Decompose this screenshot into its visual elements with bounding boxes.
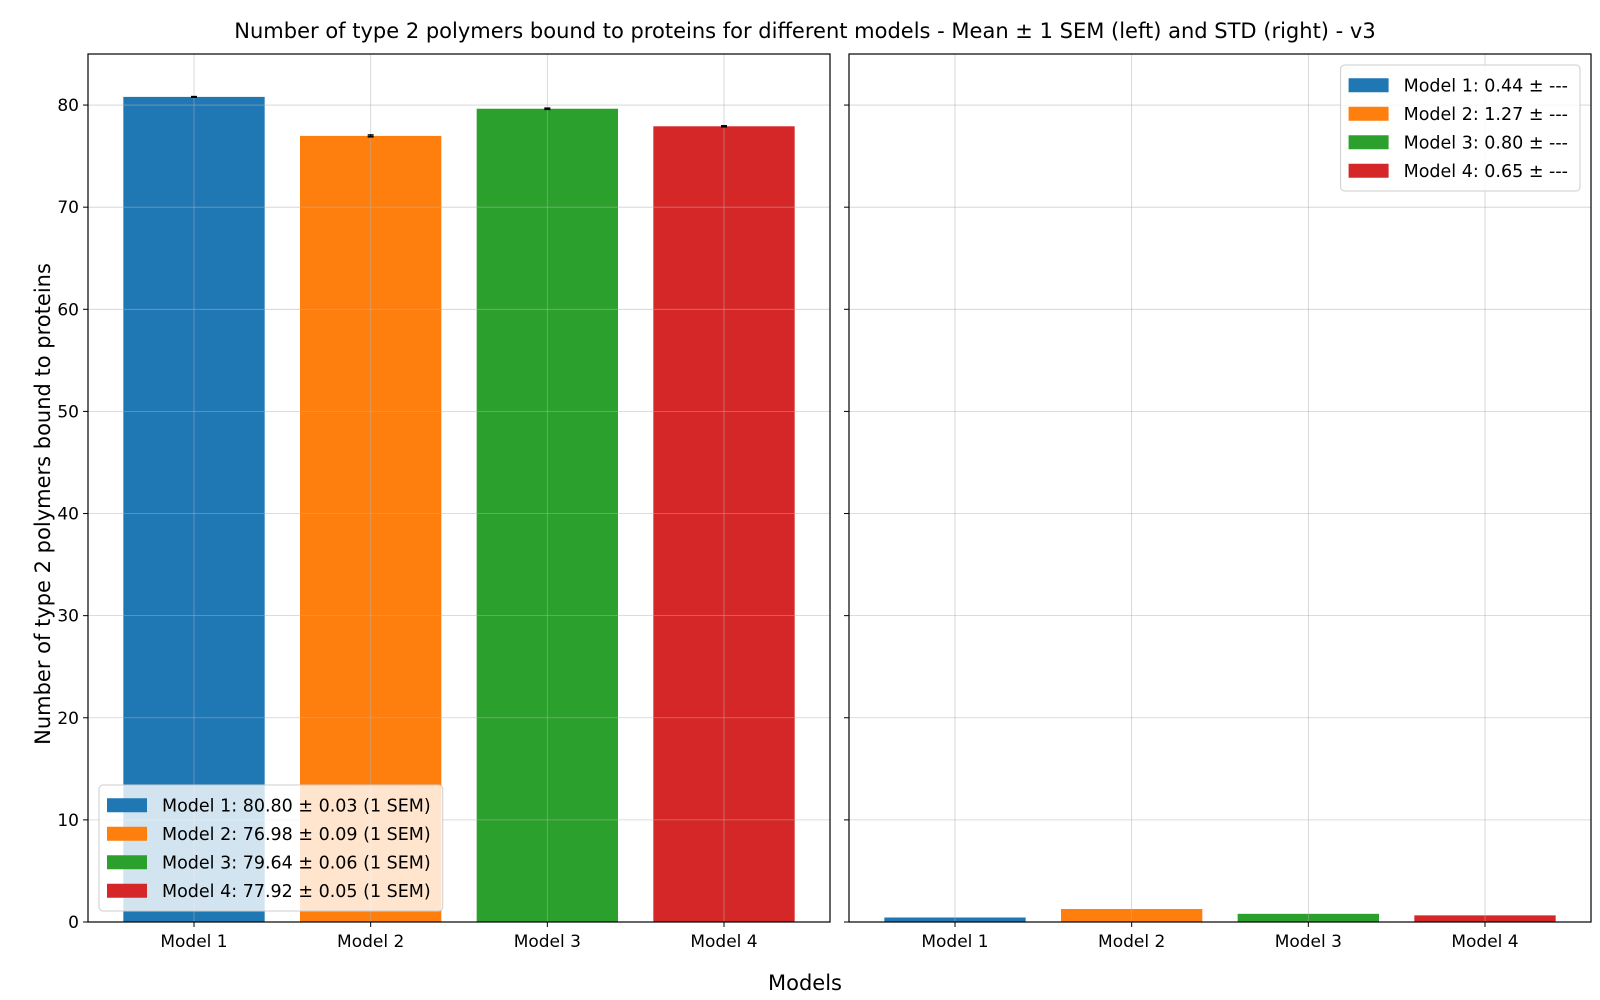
- legend-label-2: Model 2: 76.98 ± 0.09 (1 SEM): [162, 825, 431, 845]
- legend-swatch-1: [107, 798, 147, 813]
- legend: Model 1: 0.44 ± --- Model 2: 1.27 ± --- Mo…: [1340, 64, 1581, 192]
- chart-title: Number of type 2 polymers bound to prote…: [234, 19, 1375, 43]
- y-axis-label: Number of type 2 polymers bound to prote…: [31, 263, 55, 745]
- legend-label-4: Model 4: 77.92 ± 0.05 (1 SEM): [162, 882, 431, 902]
- x-tick-label: Model 3: [1275, 932, 1342, 952]
- legend-swatch-3: [107, 855, 147, 870]
- legend-label-3: Model 3: 0.80 ± ---: [1404, 133, 1568, 153]
- legend-label-1: Model 1: 80.80 ± 0.03 (1 SEM): [162, 796, 431, 816]
- legend-swatch-3: [1348, 135, 1389, 150]
- grid: [849, 54, 1591, 922]
- legend-box: [1340, 64, 1581, 192]
- x-tick-label: Model 4: [1451, 932, 1518, 952]
- y-tick-label: 50: [57, 402, 79, 422]
- legend-label-2: Model 2: 1.27 ± ---: [1404, 105, 1568, 125]
- y-tick-label: 60: [57, 300, 79, 320]
- x-tick-label: Model 1: [160, 932, 227, 952]
- legend-swatch-4: [1348, 163, 1389, 178]
- right-panel: Model 1 Model 2 Model 3 Model 4 Model 1: 0.4…: [844, 53, 1592, 952]
- x-tick-label: Model 2: [1098, 932, 1165, 952]
- x-tick-label: Model 2: [337, 932, 404, 952]
- y-tick-label: 0: [68, 913, 79, 933]
- legend-label-3: Model 3: 79.64 ± 0.06 (1 SEM): [162, 853, 431, 873]
- x-axis-label: Models: [768, 971, 842, 995]
- legend-swatch-2: [107, 826, 147, 841]
- axes-frame: [87, 53, 831, 923]
- legend-swatch-2: [1348, 106, 1389, 121]
- y-tick-label: 10: [57, 811, 79, 831]
- y-tick-label: 70: [57, 198, 79, 218]
- x-tick-label: Model 1: [921, 932, 988, 952]
- grid: [88, 54, 830, 922]
- legend-box: [98, 784, 444, 912]
- y-tick-label: 20: [57, 709, 79, 729]
- legend: Model 1: 80.80 ± 0.03 (1 SEM) Model 2: 76…: [98, 784, 444, 912]
- y-tick-label: 30: [57, 607, 79, 627]
- legend-swatch-1: [1348, 78, 1389, 93]
- x-tick-label: Model 3: [514, 932, 581, 952]
- left-panel: 0 10 20 30 40 50 60 70 80 Model 1 Model 2 Model 3 Mo…: [57, 53, 831, 952]
- y-tick-label: 80: [57, 96, 79, 116]
- x-tick-label: Model 4: [690, 932, 757, 952]
- legend-label-4: Model 4: 0.65 ± ---: [1404, 162, 1568, 182]
- axes-frame: [848, 53, 1592, 923]
- legend-label-1: Model 1: 0.44 ± ---: [1404, 76, 1568, 96]
- y-tick-label: 40: [57, 505, 79, 525]
- legend-swatch-4: [107, 883, 147, 898]
